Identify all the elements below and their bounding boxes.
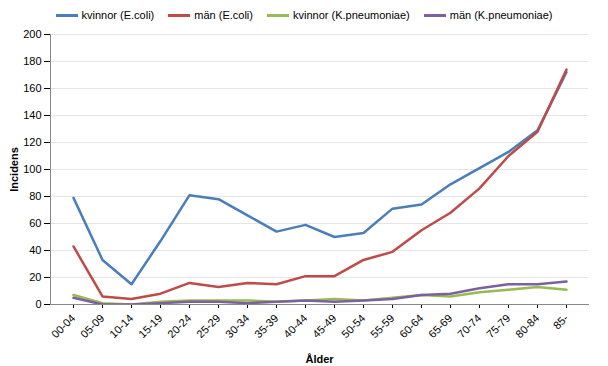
html-text:män (E.coli): män (E.coli) <box>194 9 253 21</box>
svg-text:20: 20 <box>29 271 41 283</box>
svg-text:180: 180 <box>23 55 41 67</box>
svg-text:20-24: 20-24 <box>165 312 193 340</box>
svg-text:05-09: 05-09 <box>78 312 106 340</box>
svg-text:Ålder: Ålder <box>305 353 334 365</box>
svg-text:55-59: 55-59 <box>368 312 396 340</box>
svg-text:85-: 85- <box>551 312 571 332</box>
svg-text:50-54: 50-54 <box>339 312 367 340</box>
svg-text:65-69: 65-69 <box>426 312 454 340</box>
svg-text:25-29: 25-29 <box>194 312 222 340</box>
svg-text:15-19: 15-19 <box>136 312 164 340</box>
svg-text:10-14: 10-14 <box>107 312 135 340</box>
svg-text:80-84: 80-84 <box>513 312 541 340</box>
svg-text:80: 80 <box>29 190 41 202</box>
svg-text:00-04: 00-04 <box>49 312 77 340</box>
html-text:män (K.pneumoniae): män (K.pneumoniae) <box>449 9 553 21</box>
svg-text:100: 100 <box>23 163 41 175</box>
svg-text:40-44: 40-44 <box>281 312 309 340</box>
html-text:kvinnor (E.coli): kvinnor (E.coli) <box>81 9 155 21</box>
svg-text:120: 120 <box>23 136 41 148</box>
svg-text:140: 140 <box>23 109 41 121</box>
svg-text:45-49: 45-49 <box>310 312 338 340</box>
svg-text:160: 160 <box>23 82 41 94</box>
svg-text:200: 200 <box>23 28 41 40</box>
svg-text:0: 0 <box>35 298 41 310</box>
svg-text:70-74: 70-74 <box>455 312 483 340</box>
svg-text:Incidens: Incidens <box>8 147 20 192</box>
svg-text:35-39: 35-39 <box>252 312 280 340</box>
html-text:kvinnor (K.pneumoniae): kvinnor (K.pneumoniae) <box>293 9 410 21</box>
svg-text:60: 60 <box>29 217 41 229</box>
svg-text:40: 40 <box>29 244 41 256</box>
svg-text:60-64: 60-64 <box>397 312 425 340</box>
svg-text:30-34: 30-34 <box>223 312 251 340</box>
svg-text:75-79: 75-79 <box>484 312 512 340</box>
